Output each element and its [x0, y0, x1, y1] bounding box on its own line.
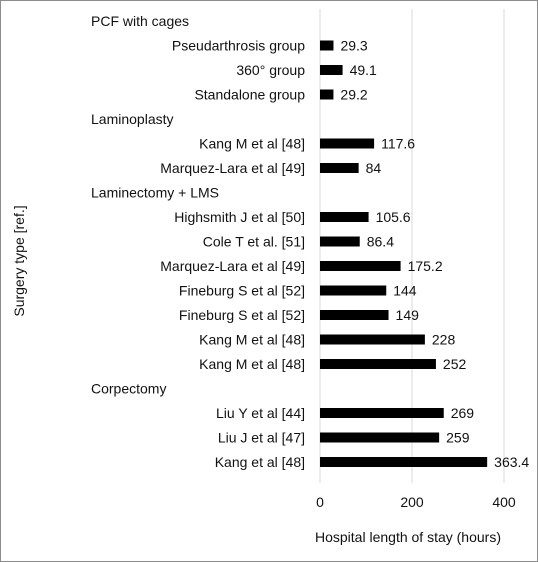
category-label: Kang M et al [48]: [199, 136, 305, 152]
bar: [320, 89, 334, 100]
bar: [320, 359, 436, 369]
group-label: Laminoplasty: [91, 111, 174, 127]
category-label: Liu Y et al [44]: [216, 405, 305, 421]
bar: [320, 65, 343, 75]
category-label: 360° group: [236, 62, 305, 78]
x-tick-label: 400: [492, 494, 516, 510]
bar: [320, 432, 440, 443]
bar: [320, 163, 359, 173]
category-label: Fineburg S et al [52]: [179, 307, 305, 323]
bar: [320, 236, 360, 247]
bar: [320, 334, 425, 345]
category-label: Pseudarthrosis group: [172, 38, 305, 54]
bar: [320, 261, 401, 271]
data-label: 105.6: [376, 209, 411, 225]
data-label: 144: [393, 283, 417, 299]
data-label: 29.2: [340, 87, 367, 103]
data-label: 29.3: [340, 38, 367, 54]
data-label: 84: [366, 160, 382, 176]
category-label: Cole T et al. [51]: [203, 234, 305, 250]
data-label: 175.2: [408, 258, 443, 274]
data-label: 49.1: [350, 62, 377, 78]
group-label: PCF with cages: [91, 13, 189, 29]
data-label: 86.4: [367, 234, 394, 250]
bar: [320, 285, 387, 296]
bar: [320, 408, 444, 418]
data-label: 252: [443, 356, 467, 372]
bar: [320, 457, 488, 467]
bar: [320, 138, 375, 149]
category-label: Kang et al [48]: [215, 454, 305, 470]
data-label: 259: [446, 430, 470, 446]
bars: [320, 40, 488, 467]
y-axis-title: Surgery type [ref.]: [11, 205, 27, 316]
data-label: 149: [396, 307, 420, 323]
category-label: Kang M et al [48]: [199, 332, 305, 348]
category-label: Marquez-Lara et al [49]: [160, 160, 305, 176]
group-label: Laminectomy + LMS: [91, 185, 219, 201]
data-label: 363.4: [494, 454, 529, 470]
bar: [320, 310, 389, 320]
bar: [320, 40, 334, 51]
category-label: Fineburg S et al [52]: [179, 283, 305, 299]
x-tick-label: 200: [400, 494, 424, 510]
category-label: Kang M et al [48]: [199, 356, 305, 372]
group-label: Corpectomy: [91, 381, 166, 397]
data-label: 269: [451, 405, 475, 421]
category-label: Standalone group: [194, 87, 305, 103]
bar: [320, 212, 369, 222]
labels: 0 200 400 PCF with cages Pseudarthrosis grou…: [91, 13, 529, 510]
data-label: 117.6: [381, 136, 415, 152]
x-tick-label: 0: [316, 494, 324, 510]
category-label: Liu J et al [47]: [218, 430, 305, 446]
category-label: Highsmith J et al [50]: [174, 209, 305, 225]
data-label: 228: [432, 332, 456, 348]
x-axis-title: Hospital length of stay (hours): [315, 529, 501, 545]
category-label: Marquez-Lara et al [49]: [160, 258, 305, 274]
